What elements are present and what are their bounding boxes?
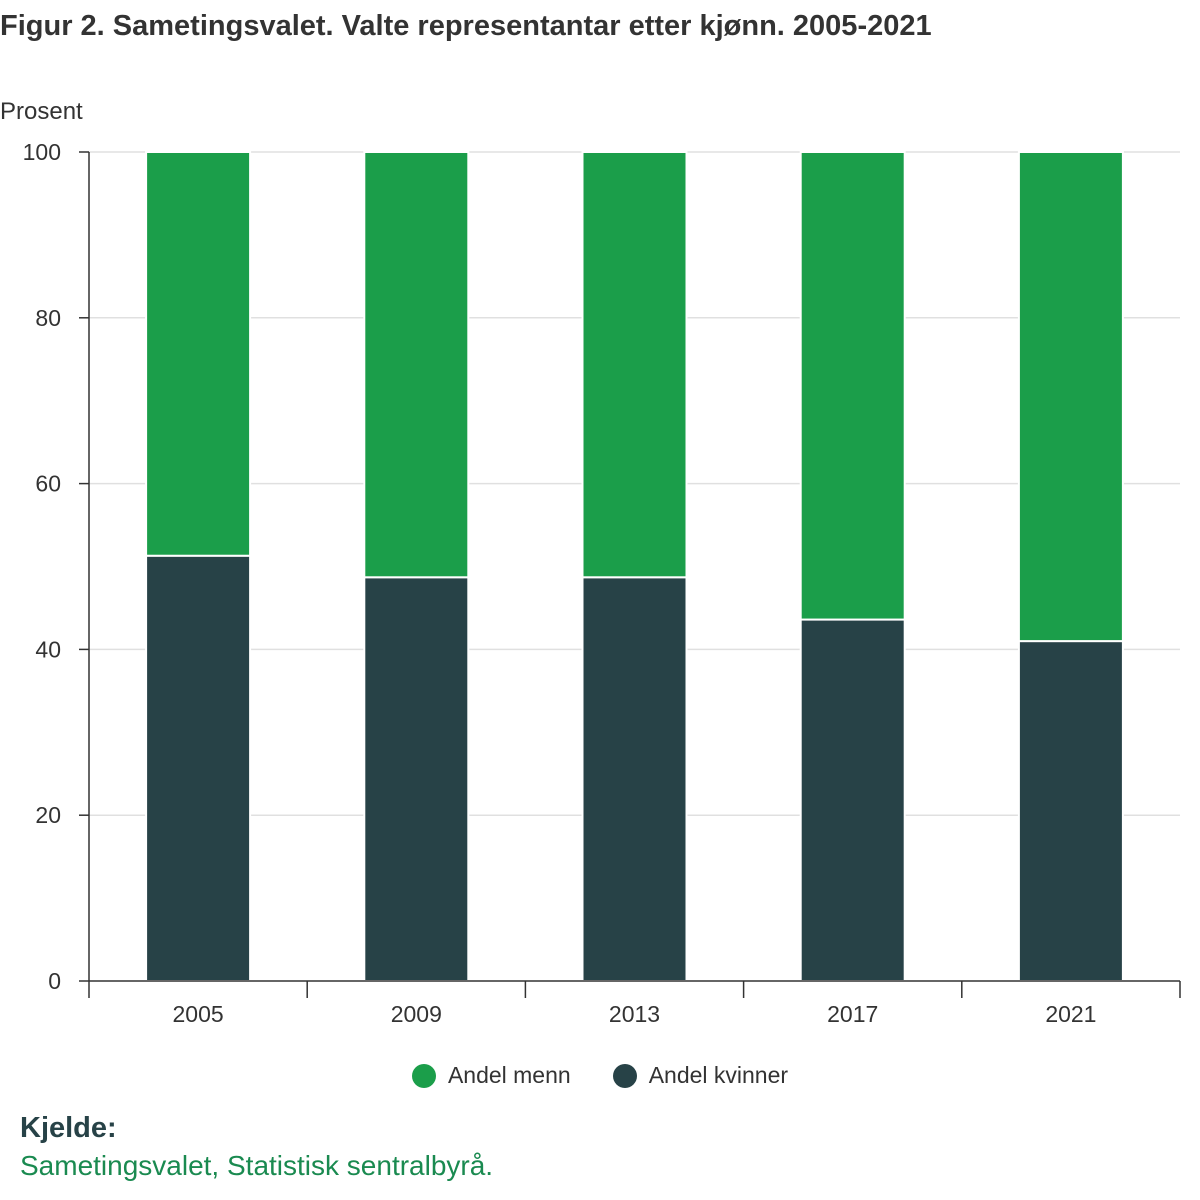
legend-swatch-kvinner <box>612 1063 637 1088</box>
legend-item-kvinner[interactable]: Andel kvinner <box>612 1062 789 1089</box>
bar-andel-menn-2017 <box>799 151 906 621</box>
legend-label-kvinner: Andel kvinner <box>648 1062 789 1088</box>
bar-andel-menn-2009 <box>363 151 470 579</box>
bar-andel-kvinner-2017 <box>799 618 906 983</box>
y-tick-label: 60 <box>35 471 61 497</box>
x-tick-label: 2009 <box>391 1001 442 1027</box>
legend-label-menn: Andel menn <box>447 1062 571 1088</box>
bar-andel-kvinner-2021 <box>1017 640 1124 982</box>
bar-andel-kvinner-2013 <box>581 576 688 982</box>
chart-title: Figur 2. Sametingsvalet. Valte represent… <box>0 10 932 42</box>
bar-andel-kvinner-2005 <box>145 554 252 983</box>
bar-andel-menn-2005 <box>145 151 252 557</box>
legend-swatch-menn <box>411 1063 436 1088</box>
y-tick-label: 0 <box>48 968 61 994</box>
y-tick-label: 100 <box>23 139 61 165</box>
legend-item-menn[interactable]: Andel menn <box>411 1062 571 1089</box>
y-tick-label: 20 <box>35 802 61 828</box>
bar-andel-menn-2021 <box>1017 151 1124 643</box>
x-tick-label: 2017 <box>827 1001 878 1027</box>
bar-andel-menn-2013 <box>581 151 688 579</box>
bar-andel-kvinner-2009 <box>363 576 470 982</box>
y-tick-label: 80 <box>35 305 61 331</box>
x-tick-label: 2021 <box>1045 1001 1096 1027</box>
legend: Andel menn Andel kvinner <box>0 1062 1200 1089</box>
x-tick-label: 2005 <box>173 1001 224 1027</box>
x-tick-label: 2013 <box>609 1001 660 1027</box>
source-heading: Kjelde: <box>20 1112 117 1144</box>
stacked-bar-chart: 0 20 40 60 80 100 2005 2009 2013 2017 2021 <box>23 139 1181 1027</box>
source-text: Sametingsvalet, Statistisk sentralbyrå. <box>20 1150 494 1181</box>
y-tick-label: 40 <box>35 636 61 662</box>
y-axis-label: Prosent <box>0 98 83 125</box>
